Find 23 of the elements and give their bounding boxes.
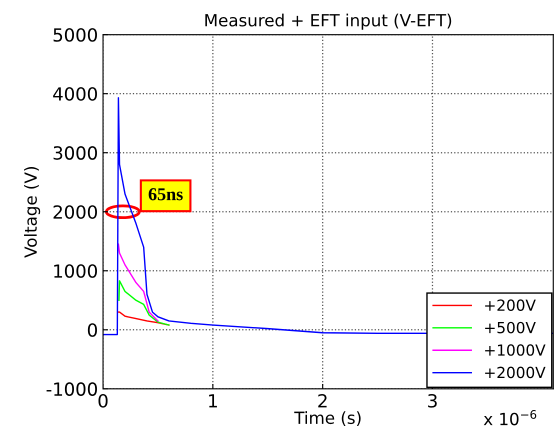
- y-tick-label: 3000: [54, 146, 97, 160]
- legend-label: +200V: [485, 299, 536, 311]
- x-axis-title: Time (s): [294, 411, 361, 426]
- y-tick-label: 1000: [54, 264, 97, 278]
- x-tick-label: 0: [98, 394, 108, 408]
- x-tick-label: 2: [318, 394, 327, 408]
- y-tick-label: 0: [88, 323, 97, 337]
- line-series: [118, 311, 170, 326]
- x-tick-label: 3: [428, 394, 437, 408]
- line-series: [118, 280, 170, 326]
- legend-label: +500V: [485, 322, 536, 334]
- chart-title: Measured + EFT input (V-EFT): [205, 14, 452, 30]
- y-tick-label: 2000: [54, 205, 97, 219]
- y-tick-label: 4000: [53, 87, 97, 101]
- text: x 10$^{−6}$: [484, 410, 536, 426]
- legend-label: +2000V: [485, 366, 546, 378]
- x-tick-label: 1: [209, 394, 217, 408]
- y-axis-title: Voltage (V): [24, 167, 40, 258]
- y-tick-label: -1000: [46, 382, 97, 396]
- annotation: 65ns: [148, 188, 183, 200]
- y-tick-label: 5000: [54, 28, 97, 42]
- legend-label: +1000V: [485, 344, 546, 356]
- line-series: [118, 244, 159, 322]
